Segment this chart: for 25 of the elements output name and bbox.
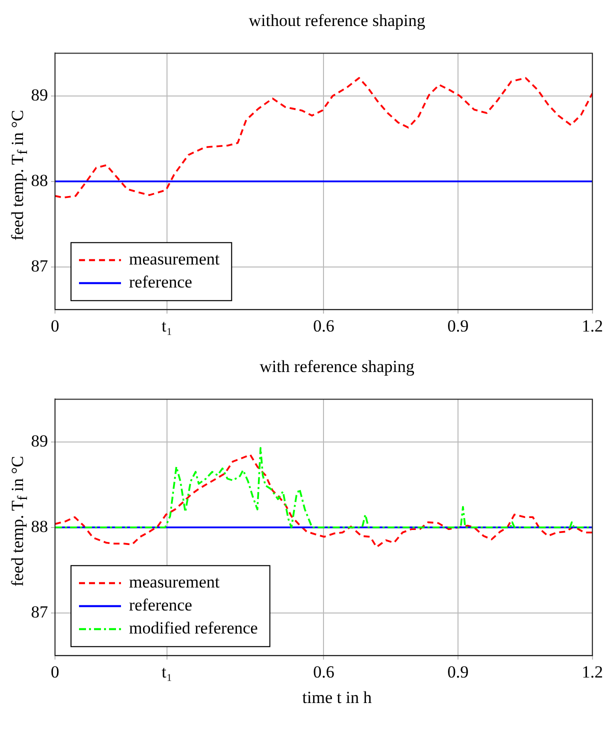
y-tick-label: 88 [31, 516, 48, 536]
y-tick-label: 89 [31, 85, 48, 104]
x-tick-label: 1.2 [582, 316, 603, 336]
x-tick-label: 0 [50, 662, 60, 682]
legend-label: reference [129, 596, 192, 615]
x-tick-label: t₁ [162, 316, 172, 336]
legend-label: modified reference [129, 618, 258, 638]
legend-label: measurement [129, 250, 220, 269]
x-tick-label: 0.9 [447, 662, 469, 682]
chart-title: without reference shaping [248, 10, 426, 32]
y-tick-label: 89 [31, 431, 48, 450]
x-tick-label: t₁ [162, 662, 172, 682]
x-tick-label: 1.2 [582, 662, 603, 682]
x-tick-label: 0.6 [313, 662, 334, 682]
x-axis-title: time t in h [301, 688, 373, 708]
y-tick-label: 87 [31, 602, 48, 622]
legend-label: reference [129, 272, 192, 292]
chart-title: with reference shaping [258, 356, 416, 378]
y-tick-label: 87 [31, 256, 48, 276]
x-tick-label: 0.6 [313, 316, 334, 336]
legend-label: measurement [129, 572, 220, 592]
x-tick-label: 0 [50, 316, 60, 336]
x-tick-label: 0.9 [447, 316, 469, 336]
y-tick-label: 88 [31, 170, 48, 190]
line-series [55, 454, 592, 548]
